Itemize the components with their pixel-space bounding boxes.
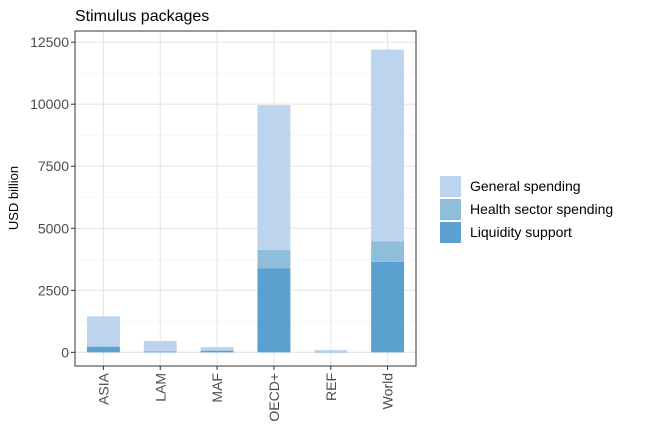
bar-oecd-health-sector-spending [257, 249, 291, 269]
legend-label[interactable]: General spending [470, 178, 581, 194]
x-tick-label: LAM [152, 373, 168, 402]
legend-key-general-spending[interactable] [440, 176, 461, 197]
bar-maf-general-spending [200, 347, 234, 351]
bar-world-general-spending [371, 49, 405, 242]
x-tick-label: World [380, 373, 396, 409]
legend-key-health-sector-spending[interactable] [440, 199, 461, 220]
bar-asia-general-spending [86, 316, 120, 347]
y-tick-label: 12500 [30, 34, 69, 50]
x-tick-label: REF [323, 373, 339, 401]
legend-label[interactable]: Health sector spending [470, 201, 613, 217]
plot-border [74, 30, 417, 367]
x-tick-label: OECD+ [266, 373, 282, 422]
legend-key-liquidity-support[interactable] [440, 222, 461, 243]
bar-lam-liquidity-support [143, 351, 177, 353]
bar-lam-general-spending [143, 340, 177, 352]
x-tick-label: ASIA [95, 372, 111, 405]
x-tick-label: MAF [209, 373, 225, 403]
y-tick-label: 10000 [30, 96, 69, 112]
y-axis-label: USD billion [6, 166, 21, 230]
chart-title: Stimulus packages [75, 8, 209, 25]
bar-asia-liquidity-support [86, 346, 120, 353]
y-tick-label: 0 [61, 344, 69, 360]
x-axis-ticks: ASIA LAM MAF OECD+ REF World [95, 366, 396, 422]
bar-ref-general-spending [314, 350, 348, 352]
bar-maf-liquidity-support [200, 350, 234, 353]
y-tick-label: 2500 [38, 282, 69, 298]
legend-label[interactable]: Liquidity support [470, 224, 572, 240]
legend[interactable]: General spending Health sector spending Li… [440, 176, 613, 243]
bar-asia-health-sector-spending [86, 346, 120, 347]
plot-panel [75, 31, 416, 366]
y-tick-label: 7500 [38, 158, 69, 174]
y-tick-label: 5000 [38, 220, 69, 236]
bar-world-health-sector-spending [371, 241, 405, 262]
bar-oecd-general-spending [257, 105, 291, 250]
y-axis-ticks: 0 2500 5000 7500 10000 12500 [30, 34, 75, 360]
bar-oecd-liquidity-support [257, 268, 291, 353]
bar-world-liquidity-support [371, 261, 405, 353]
bars [86, 49, 405, 353]
